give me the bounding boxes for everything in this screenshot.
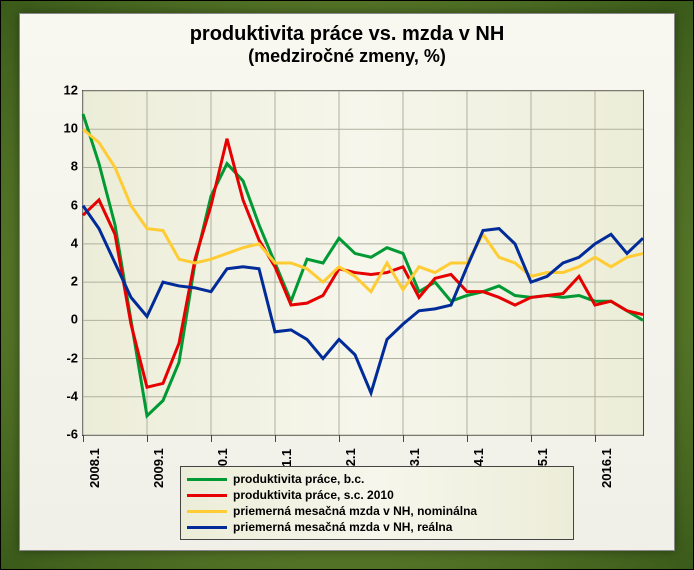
chart-title: produktivita práce vs. mzda v NH (20, 22, 674, 46)
chart-subtitle: (medziročné zmeny, %) (20, 46, 674, 68)
series-line (83, 206, 643, 393)
y-tick-label: -4 (48, 388, 78, 403)
plot-area (82, 90, 644, 436)
y-tick-label: 12 (48, 83, 78, 98)
y-axis-labels: -6-4-2024681012 (48, 90, 78, 434)
legend-item: produktivita práce, b.c. (187, 471, 567, 487)
y-tick-label: 6 (48, 197, 78, 212)
x-tick-label: 2016.1 (599, 448, 614, 488)
y-tick-label: 10 (48, 121, 78, 136)
legend-item: priemerná mesačná mzda v NH, nominálna (187, 503, 567, 519)
legend-item: priemerná mesačná mzda v NH, reálna (187, 519, 567, 535)
y-tick-label: -2 (48, 350, 78, 365)
y-tick-label: 4 (48, 235, 78, 250)
y-tick-label: 8 (48, 159, 78, 174)
x-tick-label: 2008.1 (87, 448, 102, 488)
legend: produktivita práce, b.c.produktivita prá… (180, 466, 574, 540)
y-tick-label: 0 (48, 312, 78, 327)
y-tick-label: 2 (48, 274, 78, 289)
y-tick-label: -6 (48, 427, 78, 442)
x-tick-label: 2009.1 (151, 448, 166, 488)
chart-panel: produktivita práce vs. mzda v NH (medzir… (19, 13, 675, 551)
series-line (83, 139, 643, 387)
legend-item: produktivita práce, s.c. 2010 (187, 487, 567, 503)
